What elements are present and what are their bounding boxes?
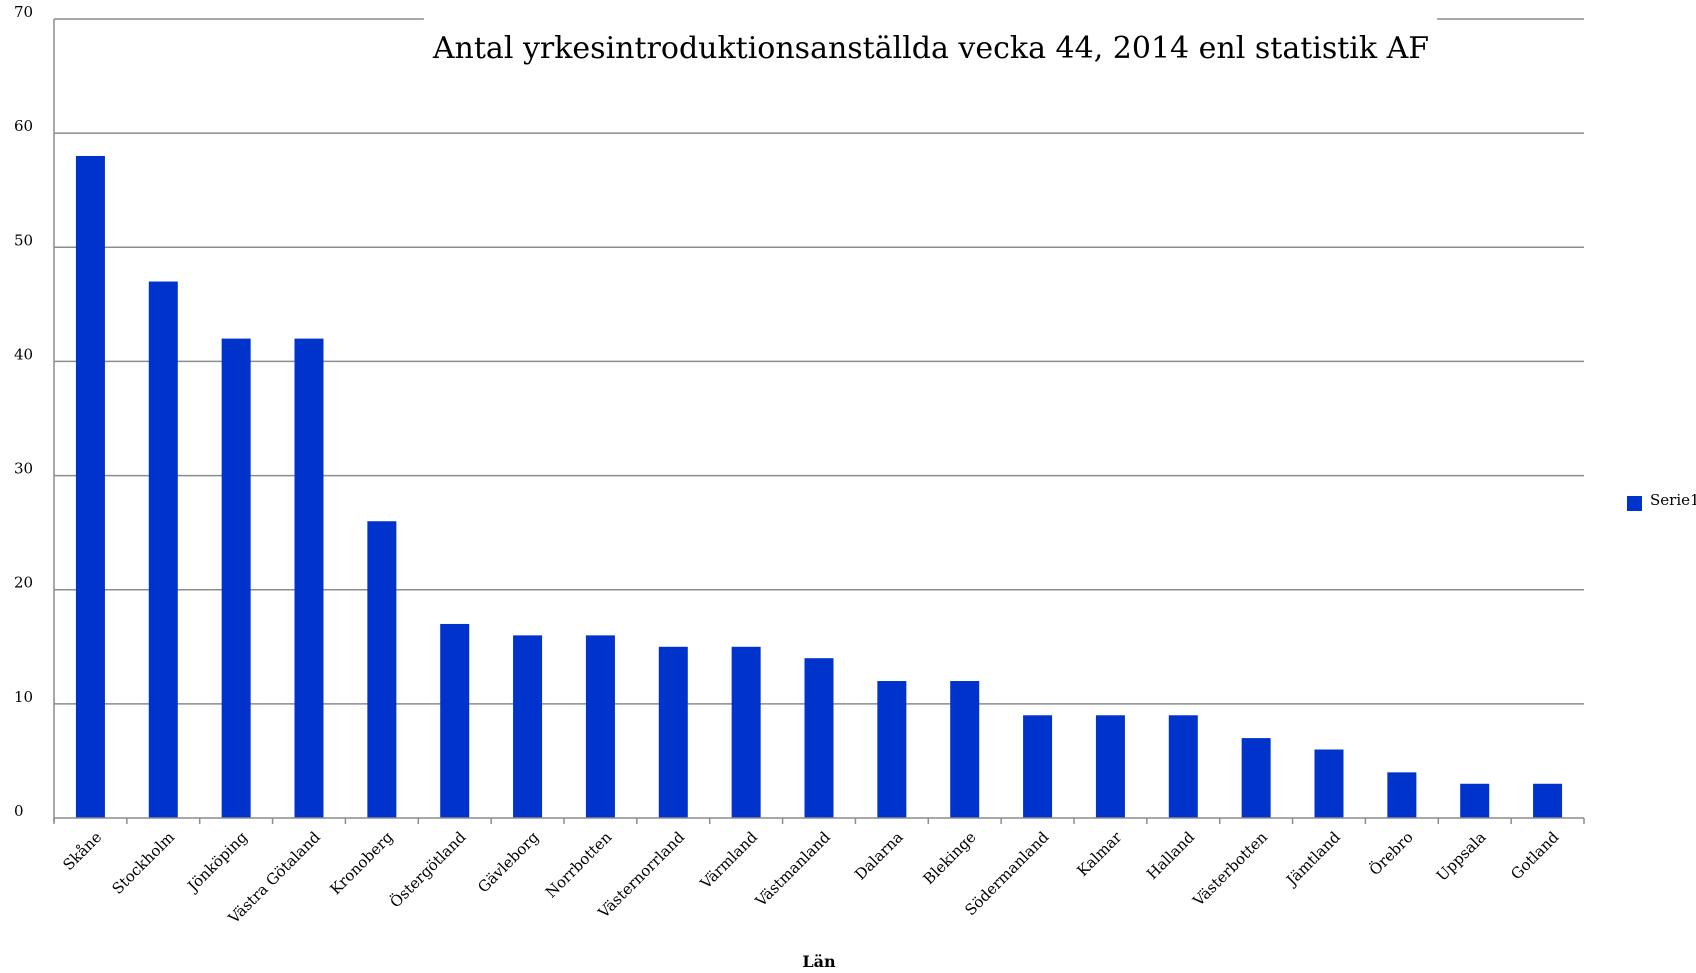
y-tick-label: 10: [14, 688, 33, 706]
legend: Serie1: [1627, 491, 1696, 511]
x-tick-label: Värmland: [696, 828, 761, 893]
bar: [1095, 715, 1125, 818]
x-tick-label: Blekinge: [920, 828, 980, 888]
x-tick-label: Stockholm: [108, 828, 178, 898]
y-tick-label: 20: [14, 574, 33, 592]
bar: [585, 635, 615, 818]
gridlines: [54, 18, 1584, 705]
bar: [1387, 772, 1417, 818]
x-tick-label: Dalarna: [851, 828, 907, 884]
bar: [877, 681, 907, 818]
x-axis-title: Län: [802, 952, 836, 971]
legend-label: Serie1: [1650, 491, 1696, 509]
x-tick-label: Jönköping: [183, 828, 252, 897]
y-tick-label: 70: [14, 3, 33, 21]
x-tick-label: Kronoberg: [326, 828, 397, 899]
axes: [53, 19, 1585, 824]
bar: [148, 281, 178, 818]
x-tick-label: Norrbotten: [542, 828, 616, 902]
x-tick-label: Kalmar: [1073, 828, 1125, 880]
bar: [658, 646, 688, 818]
bar: [367, 521, 397, 818]
bar: [1168, 715, 1198, 818]
bar: [1533, 783, 1563, 818]
title-background: [423, 12, 1438, 59]
bar: [221, 338, 251, 818]
x-tick-label: Uppsala: [1433, 828, 1490, 885]
y-tick-label: 0: [14, 802, 24, 820]
bar: [1460, 783, 1490, 818]
bars: [75, 155, 1563, 818]
x-tick-label: Jämtland: [1281, 828, 1344, 891]
x-tick-label: Halland: [1143, 828, 1198, 883]
bar: [1314, 749, 1344, 818]
x-tick-label: Örebro: [1366, 828, 1417, 879]
x-tick-label: Västerbotten: [1189, 828, 1272, 911]
y-tick-label: 30: [14, 460, 33, 478]
bar: [1241, 738, 1271, 818]
y-axis-ticks: 0 10 20 30 40 50 60 70: [14, 3, 33, 820]
y-tick-label: 60: [14, 117, 33, 135]
y-tick-label: 50: [14, 231, 33, 249]
bar: [294, 338, 324, 818]
y-tick-label: 40: [14, 345, 33, 363]
bar: [731, 646, 761, 818]
bar: [75, 155, 105, 818]
bar: [1023, 715, 1053, 818]
chart-title: Antal yrkesintroduktionsanställda vecka …: [432, 31, 1429, 66]
x-tick-label: Gävleborg: [474, 828, 543, 897]
bar: [950, 681, 980, 818]
legend-swatch: [1627, 496, 1642, 511]
x-tick-label: Gotland: [1507, 828, 1562, 883]
x-tick-label: Östergötland: [386, 828, 470, 912]
bar: [804, 658, 834, 818]
x-tick-label: Skåne: [59, 828, 105, 874]
bar: [513, 635, 543, 818]
bar: [440, 623, 470, 818]
x-tick-label: Västmanland: [751, 828, 834, 911]
